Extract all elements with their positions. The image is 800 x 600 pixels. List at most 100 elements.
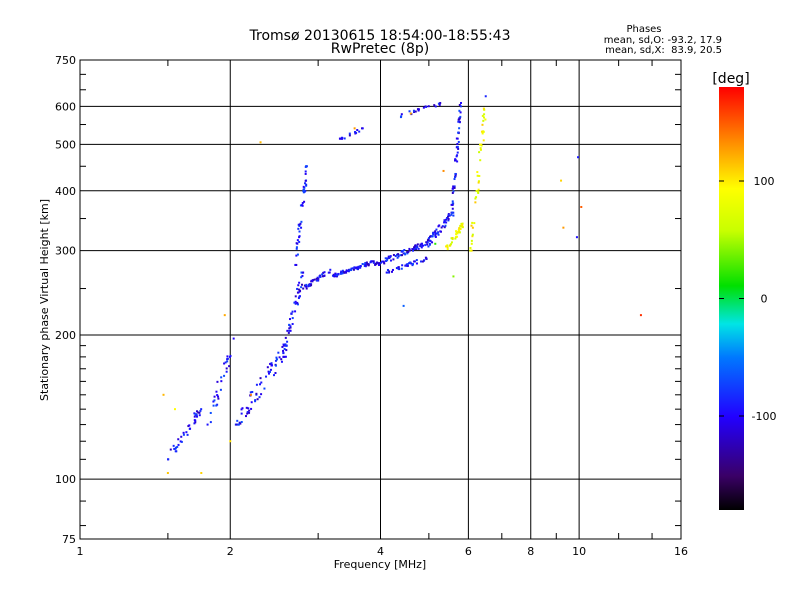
o-mode-point xyxy=(304,285,307,288)
o-mode-point xyxy=(217,395,220,398)
o-mode-point xyxy=(353,266,356,269)
o-mode-point xyxy=(236,419,239,422)
x-mode-point xyxy=(470,224,473,227)
o-mode-point xyxy=(458,120,461,123)
x-tick-labels: 1 2 4 6 8 10 16 xyxy=(77,545,689,558)
o-mode-point xyxy=(451,203,454,206)
x-mode-point xyxy=(259,141,262,144)
o-mode-point xyxy=(282,349,285,352)
o-mode-point xyxy=(298,295,301,298)
o-mode-point xyxy=(380,261,383,264)
o-mode-point xyxy=(267,372,270,375)
o-mode-point xyxy=(399,116,402,119)
o-mode-point xyxy=(199,409,202,412)
o-mode-point xyxy=(386,268,389,271)
o-mode-point xyxy=(213,399,216,402)
o-mode-point xyxy=(337,272,340,275)
x-mode-point xyxy=(449,243,452,246)
o-mode-point xyxy=(298,281,301,284)
o-mode-point xyxy=(397,267,400,270)
o-mode-point xyxy=(484,95,487,98)
o-mode-point xyxy=(367,264,370,267)
o-mode-point xyxy=(193,419,196,422)
o-mode-point xyxy=(274,372,277,375)
o-mode-point xyxy=(313,278,316,281)
x-mode-point xyxy=(562,226,565,229)
o-mode-point xyxy=(288,327,291,330)
x-tick-label: 2 xyxy=(227,545,234,558)
o-mode-point xyxy=(301,202,304,205)
x-mode-point xyxy=(474,197,477,200)
y-tick-label: 600 xyxy=(55,100,76,113)
o-mode-point xyxy=(175,446,178,449)
o-mode-point xyxy=(457,140,460,143)
phase-stats-x: mean, sd,X: 83.9, 20.5 xyxy=(605,45,722,56)
o-mode-point xyxy=(421,260,424,263)
x-mode-point xyxy=(461,226,464,229)
o-mode-point xyxy=(577,156,580,159)
o-mode-point xyxy=(239,422,242,425)
y-axis-label: Stationary phase Virtual Height [km] xyxy=(38,199,51,401)
x-mode-point xyxy=(471,233,474,236)
o-mode-point xyxy=(295,246,298,249)
o-mode-point xyxy=(409,261,412,264)
o-mode-point xyxy=(298,223,301,226)
o-mode-point xyxy=(427,245,430,248)
o-mode-point xyxy=(420,245,423,248)
x-mode-point xyxy=(477,190,480,193)
o-mode-point xyxy=(377,263,380,266)
o-mode-point xyxy=(447,215,450,218)
o-mode-point xyxy=(401,264,404,267)
o-mode-point xyxy=(255,383,258,386)
o-mode-point xyxy=(323,274,326,277)
o-mode-point xyxy=(440,226,443,229)
o-mode-point xyxy=(286,340,289,343)
x-mode-point xyxy=(455,230,458,233)
o-mode-point xyxy=(395,267,398,270)
o-mode-point xyxy=(420,260,423,263)
x-mode-point xyxy=(639,314,642,317)
colorbar-label: [deg] xyxy=(712,71,749,87)
o-mode-point xyxy=(255,392,258,395)
o-mode-point xyxy=(240,408,243,411)
o-mode-point xyxy=(267,370,270,373)
o-mode-point xyxy=(219,388,222,391)
y-tick-label: 300 xyxy=(55,245,76,258)
o-mode-point xyxy=(400,267,403,270)
o-mode-point xyxy=(259,377,262,380)
o-mode-point xyxy=(298,236,301,239)
o-mode-point xyxy=(408,249,411,252)
o-mode-point xyxy=(291,317,294,320)
o-mode-point xyxy=(414,244,417,247)
o-mode-point xyxy=(240,412,243,415)
o-mode-point xyxy=(387,255,390,258)
o-mode-point xyxy=(189,427,192,430)
o-mode-point xyxy=(282,351,285,354)
o-mode-point xyxy=(296,239,299,242)
o-mode-point xyxy=(216,380,219,383)
o-mode-point xyxy=(426,239,429,242)
o-mode-point xyxy=(447,214,450,217)
o-mode-point xyxy=(258,396,261,399)
o-mode-point xyxy=(436,231,439,234)
o-mode-point xyxy=(318,275,321,278)
x-mode-point xyxy=(455,233,458,236)
x-mode-point xyxy=(470,242,473,245)
x-mode-point xyxy=(442,169,445,172)
o-mode-point xyxy=(333,273,336,276)
o-mode-point xyxy=(452,211,455,214)
o-mode-point xyxy=(364,264,367,267)
o-mode-point xyxy=(425,241,428,244)
x-mode-point xyxy=(480,144,483,147)
o-mode-point xyxy=(259,383,262,386)
o-mode-point xyxy=(447,219,450,222)
o-mode-point xyxy=(169,448,172,451)
o-mode-point xyxy=(454,174,457,177)
o-mode-point xyxy=(343,137,346,140)
x-mode-point xyxy=(478,151,481,154)
o-mode-point xyxy=(297,284,300,287)
x-mode-point xyxy=(450,241,453,244)
o-mode-point xyxy=(406,250,409,253)
x-mode-point xyxy=(166,472,169,475)
o-mode-point xyxy=(441,225,444,228)
